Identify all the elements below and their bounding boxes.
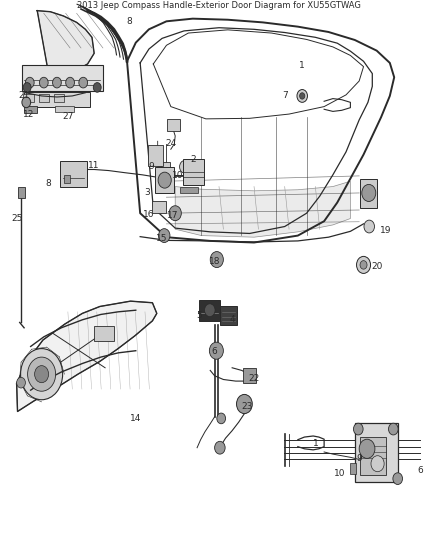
Bar xyxy=(161,177,170,188)
Circle shape xyxy=(237,394,252,414)
Text: 24: 24 xyxy=(165,140,177,148)
Bar xyxy=(152,201,166,213)
Circle shape xyxy=(53,77,61,88)
Bar xyxy=(148,145,163,166)
Bar xyxy=(360,179,377,208)
Circle shape xyxy=(158,172,171,188)
Circle shape xyxy=(210,252,223,268)
Bar xyxy=(24,106,37,113)
Text: 1: 1 xyxy=(299,61,305,69)
Circle shape xyxy=(297,90,307,102)
Bar xyxy=(155,167,174,193)
Bar xyxy=(64,175,70,183)
Circle shape xyxy=(360,261,367,269)
Circle shape xyxy=(393,473,403,484)
Bar xyxy=(94,326,114,341)
Text: 10: 10 xyxy=(172,172,183,180)
Polygon shape xyxy=(175,181,350,237)
Circle shape xyxy=(371,456,384,472)
Circle shape xyxy=(66,77,74,88)
Text: 9: 9 xyxy=(356,454,362,463)
Bar xyxy=(220,306,237,325)
Text: 22: 22 xyxy=(248,374,260,383)
Polygon shape xyxy=(37,11,94,72)
Circle shape xyxy=(359,439,375,458)
Bar xyxy=(55,106,74,112)
Text: 9: 9 xyxy=(148,162,154,171)
Bar xyxy=(24,92,90,107)
Text: 18: 18 xyxy=(209,257,220,265)
Polygon shape xyxy=(17,301,157,411)
Circle shape xyxy=(217,413,226,424)
Circle shape xyxy=(22,97,31,108)
Bar xyxy=(180,187,198,193)
Text: 12: 12 xyxy=(23,110,34,119)
Circle shape xyxy=(21,349,63,400)
Circle shape xyxy=(209,342,223,359)
Circle shape xyxy=(39,77,48,88)
Text: 2: 2 xyxy=(190,156,195,164)
Text: 23: 23 xyxy=(242,402,253,410)
Text: 14: 14 xyxy=(130,414,141,423)
Circle shape xyxy=(25,77,34,88)
Bar xyxy=(60,161,87,187)
Circle shape xyxy=(364,220,374,233)
Bar xyxy=(183,159,204,185)
Text: 2013 Jeep Compass Handle-Exterior Door Diagram for XU55GTWAG: 2013 Jeep Compass Handle-Exterior Door D… xyxy=(77,1,361,10)
Text: 17: 17 xyxy=(167,211,179,220)
Circle shape xyxy=(357,256,371,273)
Text: 10: 10 xyxy=(334,469,345,478)
Text: 25: 25 xyxy=(11,214,22,223)
Bar xyxy=(199,300,220,321)
Bar xyxy=(39,94,49,102)
Text: 27: 27 xyxy=(62,112,74,120)
Text: 5: 5 xyxy=(196,311,202,320)
Bar xyxy=(18,187,25,198)
Circle shape xyxy=(180,160,190,173)
Bar xyxy=(360,437,386,475)
Text: 20: 20 xyxy=(371,262,382,271)
Bar xyxy=(167,119,180,131)
Bar xyxy=(243,368,256,383)
Circle shape xyxy=(205,304,215,317)
Text: 11: 11 xyxy=(88,161,100,169)
Circle shape xyxy=(362,184,376,201)
Bar xyxy=(54,94,64,102)
Circle shape xyxy=(169,206,181,221)
Circle shape xyxy=(159,229,170,243)
Bar xyxy=(355,423,398,482)
Circle shape xyxy=(79,77,88,88)
Text: 4: 4 xyxy=(230,316,235,324)
Text: 7: 7 xyxy=(282,92,288,100)
Circle shape xyxy=(300,93,305,99)
Text: 3: 3 xyxy=(144,189,150,197)
Circle shape xyxy=(353,423,363,435)
Circle shape xyxy=(389,423,398,435)
Text: 19: 19 xyxy=(380,226,391,235)
Circle shape xyxy=(23,83,31,92)
Text: 6: 6 xyxy=(417,466,424,474)
Bar xyxy=(22,65,103,91)
Bar xyxy=(23,94,34,102)
Text: 8: 8 xyxy=(45,180,51,188)
Bar xyxy=(350,463,356,474)
Text: 16: 16 xyxy=(143,210,155,219)
Circle shape xyxy=(17,377,25,388)
Text: 8: 8 xyxy=(126,17,132,26)
Circle shape xyxy=(215,441,225,454)
Text: 21: 21 xyxy=(18,92,30,100)
Circle shape xyxy=(93,83,101,92)
Text: 6: 6 xyxy=(212,348,218,356)
Circle shape xyxy=(28,357,56,391)
Bar xyxy=(161,162,170,173)
Circle shape xyxy=(35,366,49,383)
Text: 15: 15 xyxy=(156,234,168,243)
Text: 1: 1 xyxy=(312,439,318,448)
